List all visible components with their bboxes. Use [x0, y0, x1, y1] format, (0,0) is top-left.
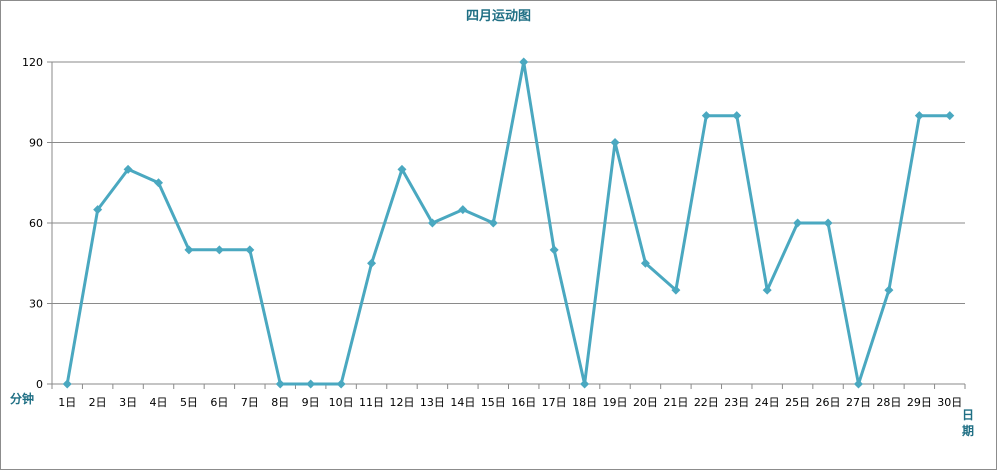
data-point-20日 [640, 258, 650, 268]
data-point-30日 [945, 111, 955, 121]
data-point-11日 [367, 258, 377, 268]
x-tick-label-5: 5日 [180, 396, 198, 409]
data-point-22日 [701, 111, 711, 121]
data-point-6日 [214, 245, 224, 255]
y-tick-label-30: 30 [29, 298, 43, 311]
data-point-8日 [275, 379, 285, 389]
data-point-28日 [884, 285, 894, 295]
x-tick-label-24: 24日 [755, 396, 780, 409]
x-tick-label-15: 15日 [481, 396, 506, 409]
data-point-24日 [762, 285, 772, 295]
x-tick-label-18: 18日 [572, 396, 597, 409]
x-tick-label-27: 27日 [846, 396, 871, 409]
data-point-4日 [154, 178, 164, 188]
x-axis-label: 日期 [962, 408, 974, 438]
chart-title: 四月运动图 [465, 9, 531, 24]
x-tick-label-29: 29日 [907, 396, 932, 409]
x-tick-label-23: 23日 [724, 396, 749, 409]
x-tick-label-4: 4日 [150, 396, 168, 409]
y-tick-label-120: 120 [22, 56, 43, 69]
x-tick-label-26: 26日 [816, 396, 841, 409]
series-layer [62, 57, 955, 389]
data-point-9日 [306, 379, 316, 389]
x-tick-label-25: 25日 [785, 396, 810, 409]
x-tick-label-17: 17日 [542, 396, 567, 409]
x-tick-label-11: 11日 [359, 396, 384, 409]
data-point-23日 [732, 111, 742, 121]
data-point-3日 [123, 164, 133, 174]
data-point-1日 [62, 379, 72, 389]
gridlines [52, 61, 965, 304]
x-tick-label-28: 28日 [876, 396, 901, 409]
series-line-0 [65, 60, 950, 386]
data-point-16日 [519, 57, 529, 67]
x-tick-label-22: 22日 [694, 396, 719, 409]
data-point-25日 [793, 218, 803, 228]
data-point-2日 [93, 205, 103, 215]
x-tick-label-14: 14日 [450, 396, 475, 409]
x-tick-label-16: 16日 [511, 396, 536, 409]
data-point-18日 [580, 379, 590, 389]
y-axis-label: 分钟 [10, 391, 34, 406]
x-tick-label-6: 6日 [210, 396, 228, 409]
data-point-5日 [184, 245, 194, 255]
x-tick-label-12: 12日 [389, 396, 414, 409]
axes [47, 61, 966, 389]
data-point-14日 [458, 205, 468, 215]
x-tick-label-30: 30日 [937, 396, 962, 409]
data-point-19日 [610, 138, 620, 147]
data-point-21日 [671, 285, 681, 295]
x-tick-label-3: 3日 [119, 396, 137, 409]
y-tick-label-90: 90 [29, 137, 43, 150]
data-point-7日 [245, 245, 255, 255]
data-point-17日 [549, 245, 559, 255]
x-tick-label-1: 1日 [58, 396, 76, 409]
x-tick-label-10: 10日 [329, 396, 354, 409]
data-point-27日 [853, 379, 863, 389]
data-point-15日 [488, 218, 498, 228]
tick-labels: 0 30 60 90 120 1日 2日 3日 4日 5日 6日 7日 8日 9日 10日 11日 12日 13日… [22, 56, 962, 409]
data-point-12日 [397, 164, 407, 174]
data-point-29日 [914, 111, 924, 121]
x-tick-label-20: 20日 [633, 396, 658, 409]
y-tick-label-60: 60 [29, 217, 43, 230]
x-tick-label-21: 21日 [663, 396, 688, 409]
x-tick-label-8: 8日 [271, 396, 289, 409]
x-tick-label-13: 13日 [420, 396, 445, 409]
x-tick-label-2: 2日 [89, 396, 107, 409]
x-tick-label-9: 9日 [302, 396, 320, 409]
data-point-10日 [336, 379, 346, 389]
y-tick-label-0: 0 [36, 378, 43, 391]
x-tick-label-7: 7日 [241, 396, 259, 409]
x-tick-label-19: 19日 [603, 396, 628, 409]
data-point-26日 [823, 218, 833, 228]
data-point-13日 [427, 218, 437, 228]
